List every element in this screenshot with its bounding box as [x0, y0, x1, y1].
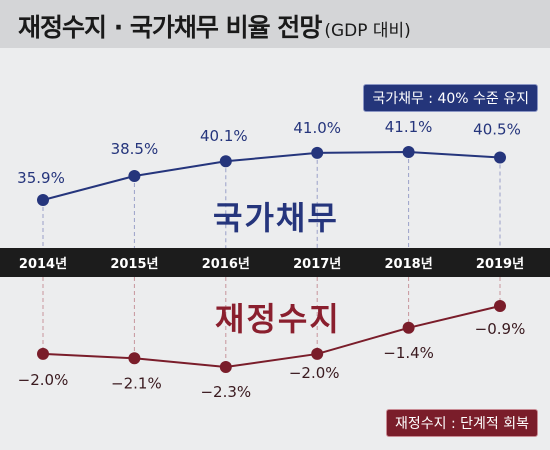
year-tick-label: 2015년 — [110, 257, 158, 272]
balance-data-point — [37, 347, 49, 360]
debt-data-point — [402, 146, 415, 158]
balance-data-label: −0.9% — [475, 320, 526, 338]
debt-note-box: 국가채무 : 40% 수준 유지 — [363, 84, 538, 112]
chart-title: 재정수지 · 국가채무 비율 전망 (GDP 대비) — [18, 8, 411, 44]
debt-data-label: 41.1% — [385, 118, 433, 136]
balance-data-point — [494, 300, 506, 312]
balance-series-label: 재정수지 — [215, 300, 341, 338]
debt-data-point — [311, 146, 324, 159]
series-lines — [42, 150, 501, 369]
debt-data-point — [219, 155, 232, 168]
balance-data-label: −2.0% — [18, 371, 69, 389]
year-band — [0, 248, 550, 277]
balance-data-label: −2.3% — [200, 383, 251, 401]
year-labels: 2014년 2015년 2016년 2017년 2018년 2019년 — [19, 257, 524, 272]
debt-data-label: 40.5% — [473, 121, 521, 139]
year-tick-label: 2017년 — [293, 257, 341, 272]
balance-data-point — [128, 352, 141, 365]
debt-series-label: 국가채무 — [213, 199, 339, 237]
data-labels: 35.9% 38.5% 40.1% 41.0% 41.1% 40.5% −2.0% −2.1%… — [17, 118, 525, 401]
balance-data-point — [311, 347, 324, 360]
debt-data-point — [37, 194, 49, 206]
balance-note-box: 재정수지 : 단계적 회복 — [386, 409, 538, 437]
balance-data-point — [219, 361, 232, 373]
debt-data-label: 40.1% — [200, 127, 248, 145]
year-tick-label: 2014년 — [19, 257, 67, 272]
chart-title-sub: (GDP 대비) — [324, 21, 411, 41]
balance-data-label: −2.0% — [289, 364, 340, 382]
debt-data-label: 35.9% — [17, 169, 65, 187]
balance-data-label: −2.1% — [111, 374, 162, 392]
balance-series-line — [42, 305, 501, 369]
debt-data-label: 38.5% — [111, 140, 159, 158]
guide-lines — [42, 152, 501, 367]
data-points — [37, 146, 506, 373]
title-bar: 재정수지 · 국가채무 비율 전망 (GDP 대비) — [0, 0, 550, 48]
year-tick-label: 2016년 — [202, 257, 250, 272]
debt-data-label: 41.0% — [293, 119, 341, 137]
balance-data-point — [402, 321, 415, 334]
year-tick-label: 2018년 — [385, 257, 433, 272]
balance-data-label: −1.4% — [383, 344, 434, 362]
debt-data-point — [494, 151, 506, 164]
chart-title-main: 재정수지 · 국가채무 비율 전망 — [18, 13, 322, 42]
debt-series-line — [42, 150, 501, 201]
year-tick-label: 2019년 — [476, 257, 524, 272]
debt-data-point — [128, 170, 141, 182]
